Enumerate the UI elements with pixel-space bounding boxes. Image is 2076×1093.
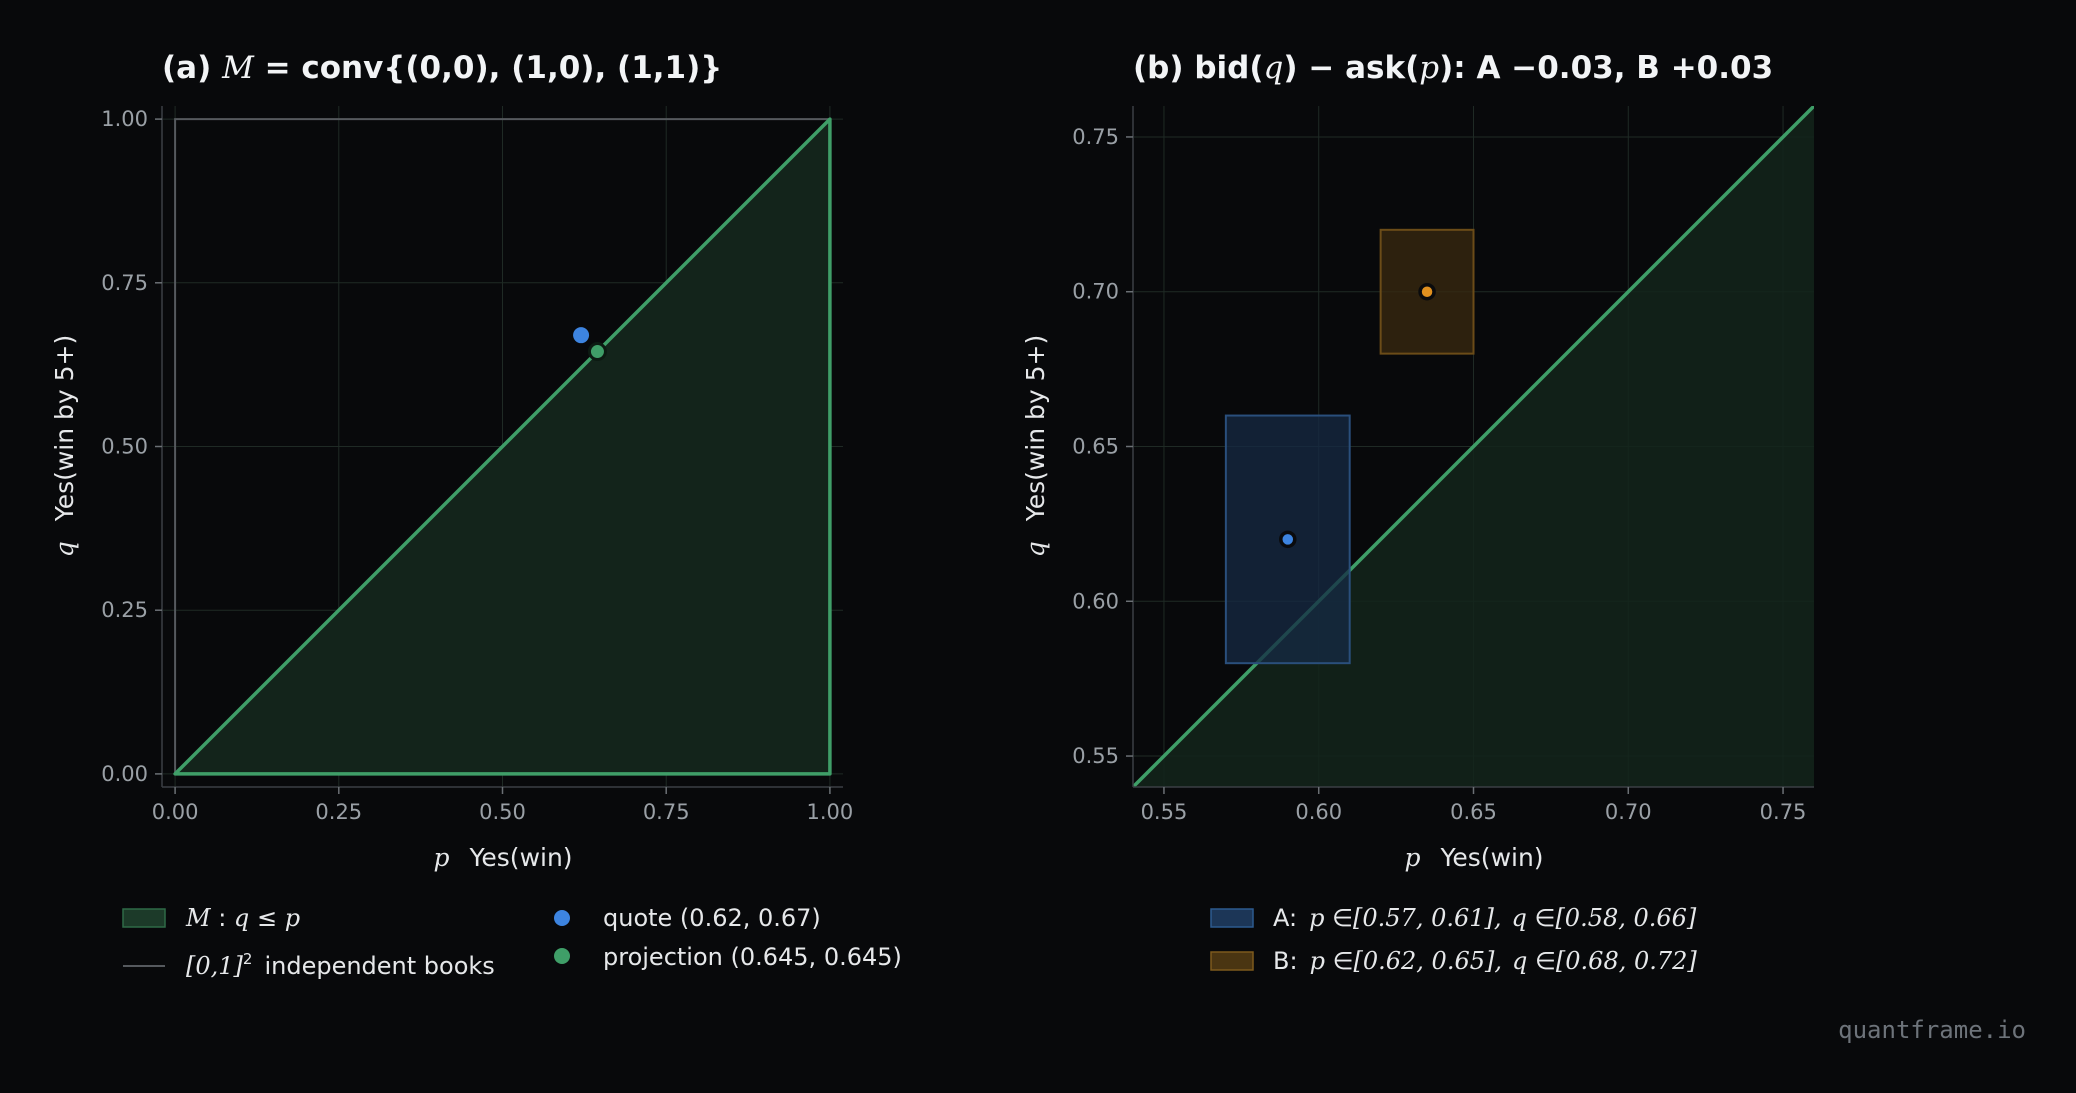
legend-quote-label: quote (0.62, 0.67) — [603, 904, 821, 932]
legend-quote-marker — [554, 910, 570, 926]
panel-a-title: (a) M = conv{(0,0), (1,0), (1,1)} — [162, 50, 722, 86]
panel-a-x-label: p Yes(win) — [433, 843, 572, 872]
panel-a-y-label: qYes(win by 5+) — [50, 335, 79, 558]
panel-b: (b) bid(q) − ask(p): A −0.03, B +0.03 0.… — [1021, 50, 1814, 975]
panel-b-x-tick-label-1: 0.60 — [1295, 800, 1342, 824]
panel-b-x-tick-label-0: 0.55 — [1141, 800, 1188, 824]
projection-point — [587, 342, 607, 362]
legend-box-b-swatch — [1210, 951, 1254, 971]
panel-b-y-tick-label-1: 0.60 — [1072, 589, 1119, 613]
panel-a-y-tick-label-3: 0.75 — [101, 271, 148, 295]
panel-a-x-tick-label-4: 1.00 — [807, 800, 854, 824]
panel-a-x-tick-label-0: 0.00 — [152, 800, 199, 824]
panel-a-y-tick-label-2: 0.50 — [101, 435, 148, 459]
panel-a-y-tick-label-1: 0.25 — [101, 598, 148, 622]
panel-b-y-label: qYes(win by 5+) — [1021, 335, 1050, 558]
diagonal-line — [1133, 106, 1814, 787]
box-b-center — [1418, 282, 1436, 301]
panel-b-x-tick-label-2: 0.65 — [1450, 800, 1497, 824]
panel-a-x-tick-label-3: 0.75 — [643, 800, 690, 824]
panel-a-y-tick-label-4: 1.00 — [101, 107, 148, 131]
panel-a-y-ticks: 0.00 0.25 0.50 0.75 1.00 — [101, 107, 162, 786]
panel-a-x-tick-label-2: 0.50 — [479, 800, 526, 824]
legend-region-swatch — [122, 908, 166, 928]
panel-b-x-tick-label-3: 0.70 — [1605, 800, 1652, 824]
legend-region-label: M : q ≤ p — [185, 904, 300, 932]
quote-point — [573, 327, 590, 344]
panel-b-x-label: p Yes(win) — [1404, 843, 1543, 872]
legend-projection-marker — [554, 948, 570, 964]
legend-box-a-swatch — [1210, 908, 1254, 928]
panel-b-y-tick-label-2: 0.65 — [1072, 435, 1119, 459]
panel-a-y-tick-label-0: 0.00 — [101, 762, 148, 786]
panel-b-title: (b) bid(q) − ask(p): A −0.03, B +0.03 — [1133, 50, 1773, 86]
legend-square-label: [0,1]2 independent books — [186, 950, 495, 980]
panel-b-y-tick-label-0: 0.55 — [1072, 744, 1119, 768]
watermark: quantframe.io — [1838, 1016, 2026, 1044]
panel-b-x-tick-label-4: 0.75 — [1760, 800, 1807, 824]
panel-b-y-ticks: 0.55 0.60 0.65 0.70 0.75 — [1072, 125, 1133, 768]
panel-b-y-tick-label-3: 0.70 — [1072, 280, 1119, 304]
panel-a-legend: M : q ≤ p [0,1]2 independent books quote … — [122, 904, 902, 980]
hull-outline — [173, 117, 832, 776]
panel-a: (a) M = conv{(0,0), (1,0), (1,1)} 0.00 0.… — [50, 50, 902, 980]
box-a-center — [1279, 530, 1297, 549]
panel-b-legend: A: p ∈[0.57, 0.61], q ∈[0.58, 0.66] B: p ∈[… — [1210, 904, 1697, 975]
legend-box-a-label: A: p ∈[0.57, 0.61], q ∈[0.58, 0.66] — [1273, 904, 1697, 932]
panel-b-y-tick-label-4: 0.75 — [1072, 125, 1119, 149]
legend-projection-label: projection (0.645, 0.645) — [603, 943, 902, 971]
panel-a-x-tick-label-1: 0.25 — [315, 800, 362, 824]
legend-box-b-label: B: p ∈[0.62, 0.65], q ∈[0.68, 0.72] — [1273, 947, 1697, 975]
panel-b-x-ticks: 0.55 0.60 0.65 0.70 0.75 — [1141, 787, 1807, 824]
panel-a-x-ticks: 0.00 0.25 0.50 0.75 1.00 — [152, 787, 854, 824]
